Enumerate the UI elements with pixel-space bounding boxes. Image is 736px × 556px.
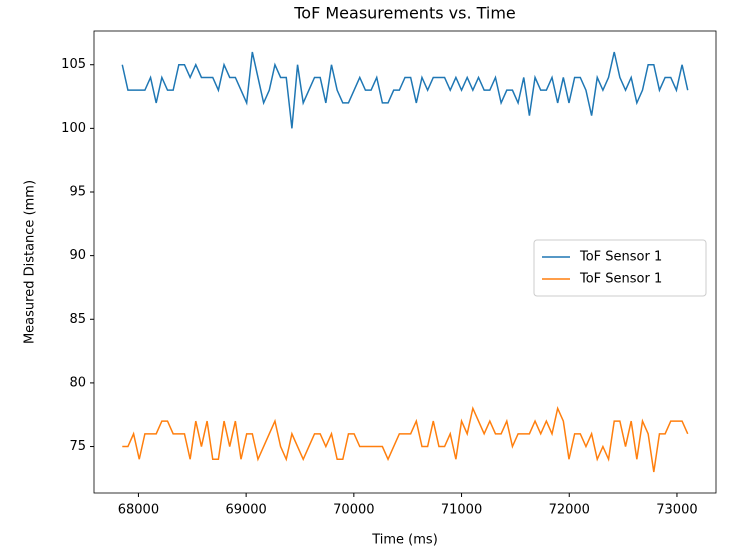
x-tick-label: 72000 [549,503,590,518]
series-line [121,51,689,129]
x-tick-label: 73000 [656,503,697,518]
y-axis-label: Measured Distance (mm) [23,180,38,344]
x-tick-label: 68000 [118,503,159,518]
chart-title: ToF Measurements vs. Time [293,4,516,23]
x-tick-label: 69000 [225,503,266,518]
y-tick-label: 105 [61,57,86,72]
y-tick-label: 90 [69,248,86,263]
y-tick-label: 80 [69,375,86,390]
x-tick-label: 71000 [441,503,482,518]
legend-label: ToF Sensor 1 [579,272,662,287]
legend-box [533,239,707,297]
x-axis-label: Time (ms) [371,533,438,548]
y-tick-label: 85 [69,312,86,327]
series-line [122,405,689,473]
y-tick-label: 100 [61,121,86,136]
y-tick-label: 75 [69,439,86,454]
plot-frame [93,30,717,494]
legend-label: ToF Sensor 1 [579,250,662,265]
y-tick-label: 95 [69,185,86,200]
x-tick-label: 70000 [333,503,374,518]
